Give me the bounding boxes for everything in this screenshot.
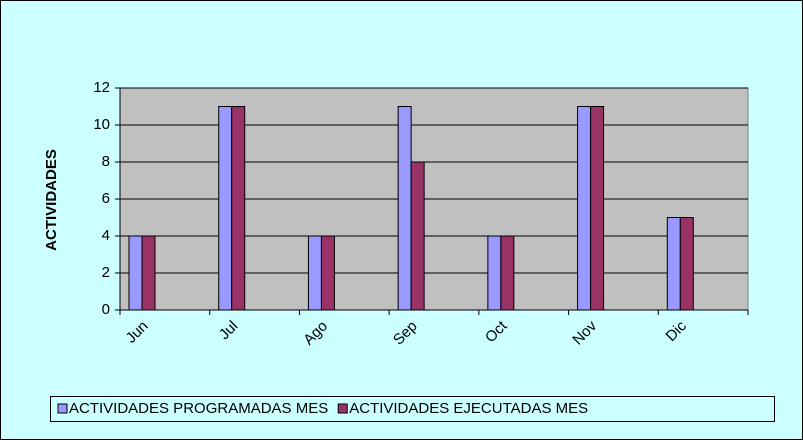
bar <box>231 106 246 311</box>
bar <box>666 217 681 311</box>
legend <box>50 396 775 422</box>
bar <box>679 217 694 311</box>
bar <box>307 235 322 311</box>
y-tick-label: 6 <box>102 190 110 207</box>
bar <box>218 106 233 311</box>
legend-label: ACTIVIDADES EJECUTADAS MES <box>349 400 588 417</box>
bar <box>410 161 425 311</box>
bar <box>577 106 592 311</box>
y-tick-label: 2 <box>102 264 110 281</box>
y-tick-label: 0 <box>102 301 110 318</box>
bar <box>141 235 156 311</box>
y-tick-label: 12 <box>93 79 110 96</box>
bar <box>397 106 412 311</box>
bar <box>128 235 143 311</box>
y-tick-label: 4 <box>102 227 110 244</box>
y-axis-label: ACTIVIDADES <box>43 149 60 251</box>
bar <box>500 235 515 311</box>
bar <box>590 106 605 311</box>
legend-swatch <box>57 403 68 414</box>
y-tick-label: 8 <box>102 153 110 170</box>
legend-label: ACTIVIDADES PROGRAMADAS MES <box>69 400 328 417</box>
legend-swatch <box>337 403 348 414</box>
bar <box>320 235 335 311</box>
bar <box>487 235 502 311</box>
y-tick-label: 10 <box>93 116 110 133</box>
